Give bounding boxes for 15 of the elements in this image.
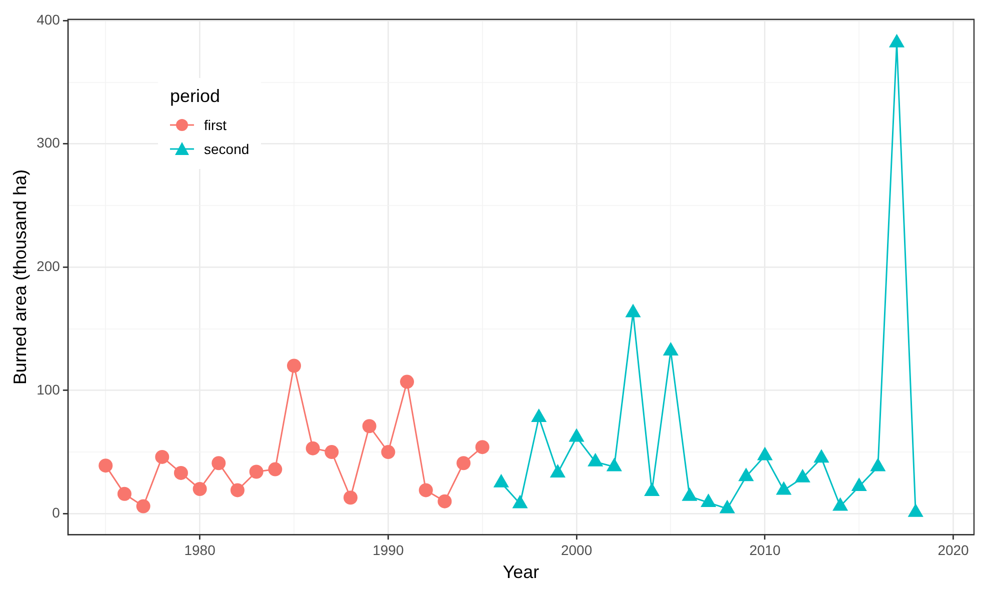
x-tick-label: 1990 [372, 542, 404, 558]
x-tick-label: 2010 [749, 542, 781, 558]
y-tick-label: 300 [36, 134, 60, 151]
x-tick-label: 2000 [560, 542, 592, 558]
y-tick-label: 200 [36, 258, 60, 274]
x-axis-title: Year [502, 562, 540, 582]
y-tick-label: 100 [36, 381, 60, 398]
legend-title: period [170, 86, 222, 107]
x-tick-label: 2020 [938, 542, 970, 558]
y-tick-label: 0 [52, 504, 60, 521]
legend-label: first [204, 117, 227, 133]
x-tick-label: 1980 [184, 542, 216, 558]
y-axis-title: Burned area (thousand ha) [10, 169, 30, 385]
legend-label: second [204, 141, 250, 157]
y-tick-label: 400 [36, 11, 60, 28]
